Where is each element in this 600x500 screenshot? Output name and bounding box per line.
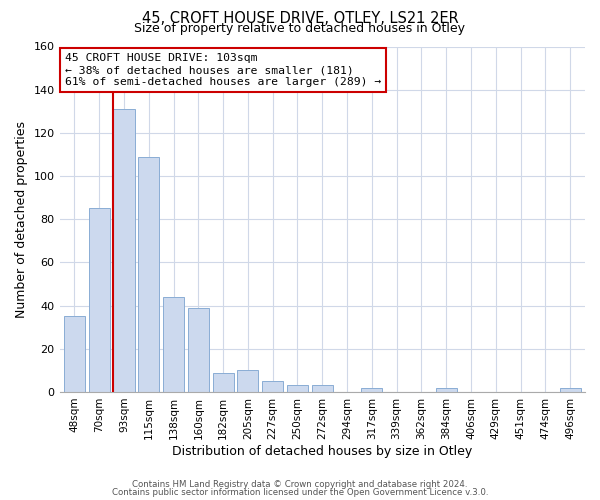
Bar [312,386,333,392]
Bar [560,388,581,392]
Bar [436,388,457,392]
Text: Contains HM Land Registry data © Crown copyright and database right 2024.: Contains HM Land Registry data © Crown c… [132,480,468,489]
Y-axis label: Number of detached properties: Number of detached properties [15,120,28,318]
Text: Size of property relative to detached houses in Otley: Size of property relative to detached ho… [134,22,466,35]
Bar [138,156,160,392]
Text: 45 CROFT HOUSE DRIVE: 103sqm
← 38% of detached houses are smaller (181)
61% of s: 45 CROFT HOUSE DRIVE: 103sqm ← 38% of de… [65,54,381,86]
X-axis label: Distribution of detached houses by size in Otley: Distribution of detached houses by size … [172,444,472,458]
Bar [89,208,110,392]
Bar [188,308,209,392]
Bar [287,386,308,392]
Bar [212,372,233,392]
Bar [262,381,283,392]
Bar [113,109,134,392]
Text: 45, CROFT HOUSE DRIVE, OTLEY, LS21 2ER: 45, CROFT HOUSE DRIVE, OTLEY, LS21 2ER [142,11,458,26]
Bar [163,297,184,392]
Bar [64,316,85,392]
Bar [361,388,382,392]
Bar [238,370,259,392]
Text: Contains public sector information licensed under the Open Government Licence v.: Contains public sector information licen… [112,488,488,497]
